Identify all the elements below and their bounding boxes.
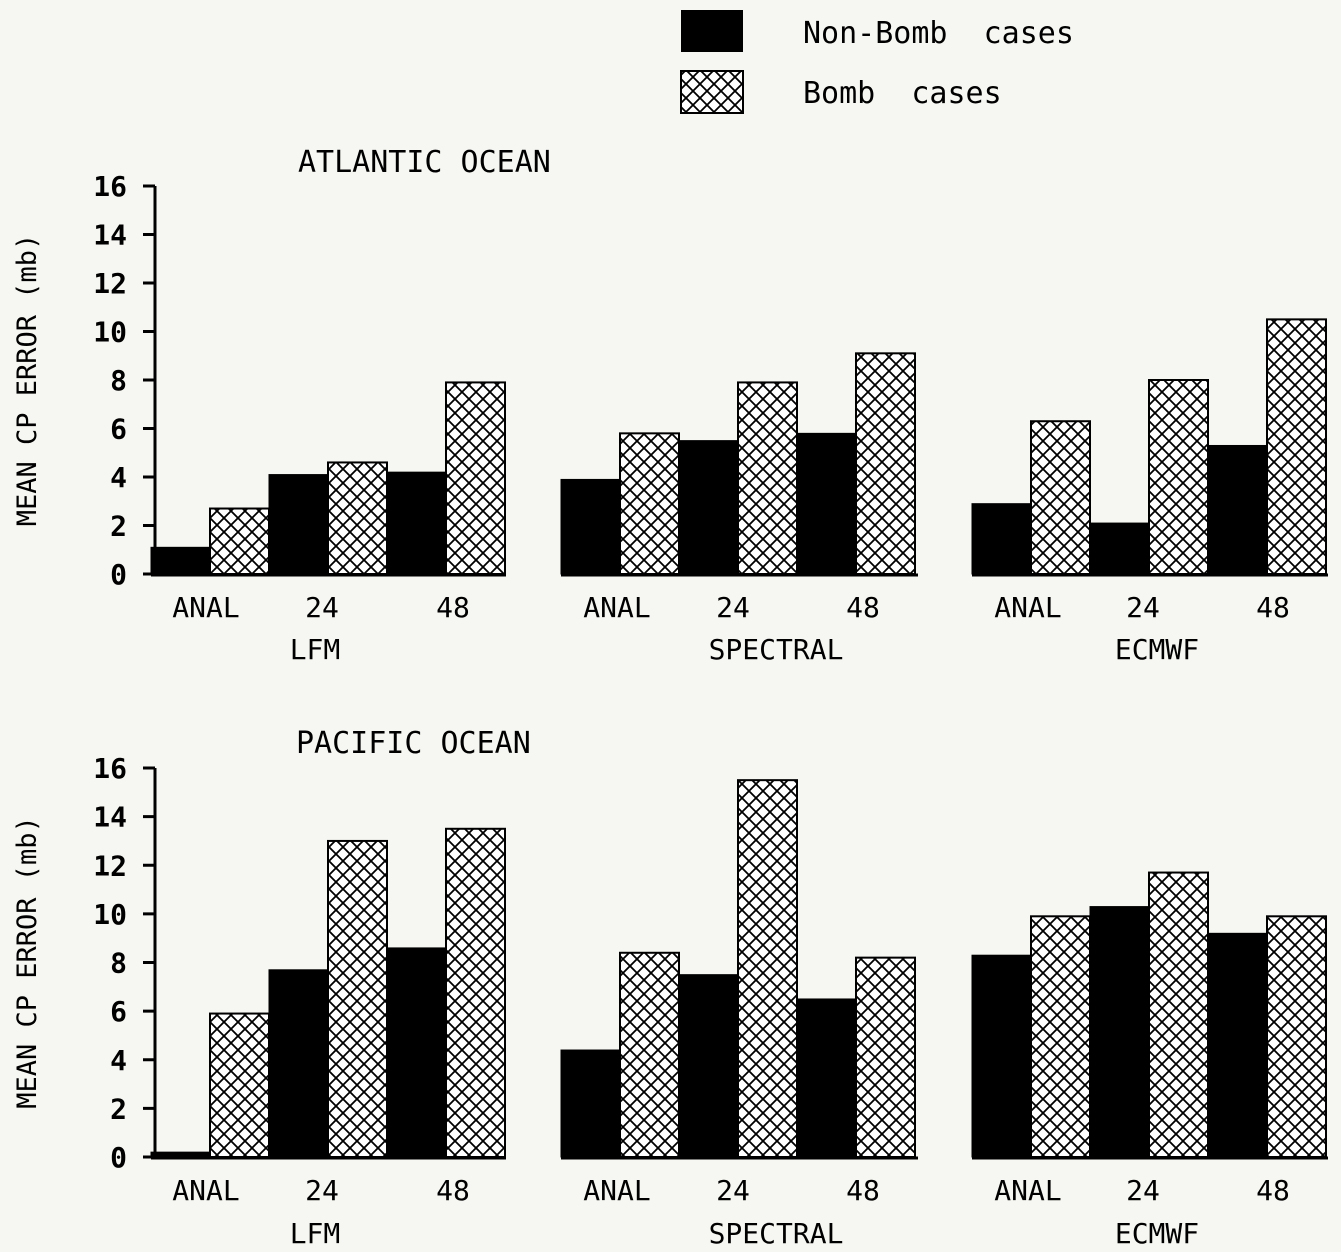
y-tick-label: 12 xyxy=(93,267,127,300)
bar-spectral-24-non-bomb xyxy=(678,440,739,575)
x-category-label: 48 xyxy=(1256,1174,1290,1207)
x-category-label: ANAL xyxy=(994,591,1061,624)
y-tick-label: 10 xyxy=(93,316,127,349)
bar-spectral-anal-non-bomb xyxy=(560,478,621,575)
x-category-label: 24 xyxy=(716,1174,750,1207)
x-category-label: 48 xyxy=(846,1174,880,1207)
bar-spectral-48-bomb xyxy=(855,956,916,1159)
y-tick-label: 6 xyxy=(110,995,127,1028)
y-tick-label: 14 xyxy=(93,801,127,834)
bar-spectral-24-bomb xyxy=(737,779,798,1158)
y-tick-label: 2 xyxy=(110,510,127,543)
y-axis-label: MEAN CP ERROR (mb) xyxy=(12,816,43,1109)
x-category-label: 24 xyxy=(305,1174,339,1207)
x-category-label: ANAL xyxy=(994,1174,1061,1207)
x-group-label: LFM xyxy=(290,1217,341,1250)
bar-ecmwf-24-non-bomb xyxy=(1089,522,1150,575)
y-tick-label: 8 xyxy=(110,947,127,980)
y-tick-label: 6 xyxy=(110,413,127,446)
y-tick-label: 4 xyxy=(110,1044,127,1077)
bar-ecmwf-48-non-bomb xyxy=(1207,444,1268,575)
x-category-label: 48 xyxy=(1256,591,1290,624)
x-category-label: 24 xyxy=(1126,591,1160,624)
bar-ecmwf-24-bomb xyxy=(1148,871,1209,1158)
y-tick-label: 12 xyxy=(93,849,127,882)
legend-label-non-bomb: Non-Bomb cases xyxy=(803,16,1074,51)
x-category-label: 48 xyxy=(436,591,470,624)
legend-label-bomb: Bomb cases xyxy=(803,76,1002,111)
bar-ecmwf-48-non-bomb xyxy=(1207,932,1268,1158)
bar-ecmwf-anal-bomb xyxy=(1030,420,1091,575)
bar-lfm-24-non-bomb xyxy=(268,969,329,1158)
bar-ecmwf-anal-bomb xyxy=(1030,915,1091,1159)
bar-lfm-48-non-bomb xyxy=(386,471,447,575)
panel-title: ATLANTIC OCEAN xyxy=(298,145,551,180)
y-axis-label: MEAN CP ERROR (mb) xyxy=(12,234,43,527)
bar-spectral-48-bomb xyxy=(855,352,916,576)
y-tick-label: 16 xyxy=(93,170,127,203)
x-category-label: 24 xyxy=(1126,1174,1160,1207)
x-group-label: SPECTRAL xyxy=(709,633,844,666)
y-tick-label: 2 xyxy=(110,1092,127,1125)
x-category-label: ANAL xyxy=(172,1174,239,1207)
x-category-label: 24 xyxy=(305,591,339,624)
bar-spectral-48-non-bomb xyxy=(796,432,857,575)
x-category-label: 24 xyxy=(716,591,750,624)
legend-swatch-bomb xyxy=(680,70,744,114)
bar-lfm-48-bomb xyxy=(445,827,506,1158)
legend-swatch-non-bomb xyxy=(681,10,743,52)
bar-spectral-48-non-bomb xyxy=(796,998,857,1158)
x-group-label: SPECTRAL xyxy=(709,1217,844,1250)
y-tick-label: 4 xyxy=(110,461,127,494)
bar-spectral-24-bomb xyxy=(737,381,798,575)
x-group-label: LFM xyxy=(290,633,341,666)
panel-title: PACIFIC OCEAN xyxy=(296,726,531,761)
bar-lfm-24-bomb xyxy=(327,839,388,1158)
bar-ecmwf-24-non-bomb xyxy=(1089,906,1150,1158)
y-tick-label: 14 xyxy=(93,219,127,252)
x-group-label: ECMWF xyxy=(1115,1217,1199,1250)
bar-spectral-anal-non-bomb xyxy=(560,1049,621,1158)
x-category-label: ANAL xyxy=(583,1174,650,1207)
x-category-label: ANAL xyxy=(583,591,650,624)
bar-lfm-anal-bomb xyxy=(209,1012,270,1159)
bar-ecmwf-anal-non-bomb xyxy=(971,503,1032,575)
bar-spectral-24-non-bomb xyxy=(678,974,739,1158)
x-category-label: 48 xyxy=(436,1174,470,1207)
y-tick-label: 16 xyxy=(93,752,127,785)
bar-lfm-24-bomb xyxy=(327,461,388,576)
bar-ecmwf-24-bomb xyxy=(1148,379,1209,575)
x-group-label: ECMWF xyxy=(1115,633,1199,666)
bar-lfm-anal-non-bomb xyxy=(150,1151,211,1158)
bar-lfm-anal-bomb xyxy=(209,507,270,575)
legend: Non-Bomb cases Bomb cases xyxy=(680,10,1074,114)
bar-ecmwf-48-bomb xyxy=(1266,318,1327,575)
bar-spectral-anal-bomb xyxy=(619,432,680,575)
bar-ecmwf-48-bomb xyxy=(1266,915,1327,1159)
bar-ecmwf-anal-non-bomb xyxy=(971,954,1032,1158)
y-tick-label: 0 xyxy=(110,1141,127,1174)
y-tick-label: 0 xyxy=(110,558,127,591)
bar-lfm-24-non-bomb xyxy=(268,474,329,575)
x-category-label: ANAL xyxy=(172,591,239,624)
y-tick-label: 10 xyxy=(93,898,127,931)
bar-lfm-anal-non-bomb xyxy=(150,546,211,575)
bar-lfm-48-bomb xyxy=(445,381,506,575)
x-category-label: 48 xyxy=(846,591,880,624)
bar-spectral-anal-bomb xyxy=(619,951,680,1159)
bar-lfm-48-non-bomb xyxy=(386,947,447,1158)
y-tick-label: 8 xyxy=(110,364,127,397)
